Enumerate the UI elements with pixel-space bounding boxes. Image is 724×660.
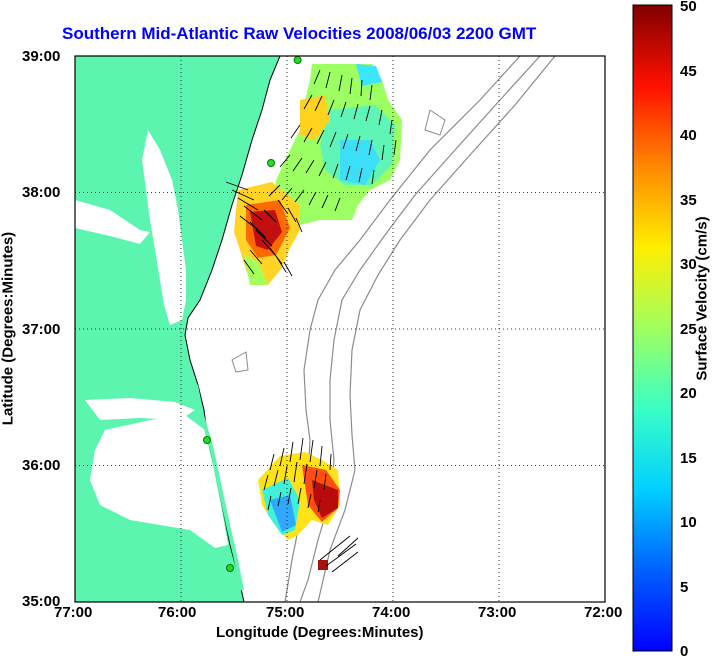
bathymetry-contour-4 bbox=[424, 109, 446, 136]
bathymetry-contour-3 bbox=[317, 56, 556, 602]
colorbar-tick-label: 50 bbox=[680, 0, 697, 15]
y-tick-label: 38:00 bbox=[22, 184, 61, 201]
y-tick-label: 39:00 bbox=[22, 48, 61, 65]
x-tick-label: 77:00 bbox=[54, 604, 93, 621]
barrier-island bbox=[194, 384, 244, 591]
chesapeake-bay bbox=[142, 130, 186, 325]
velocity-region-virginia bbox=[234, 182, 300, 285]
colorbar-tick-label: 20 bbox=[680, 385, 697, 402]
x-tick-label: 73:00 bbox=[478, 604, 517, 621]
colorbar-tick-label: 0 bbox=[680, 643, 689, 660]
colorbar-tick-label: 25 bbox=[680, 321, 697, 338]
radar-sites bbox=[203, 56, 302, 572]
x-axis-label: Longitude (Degrees:Minutes) bbox=[216, 624, 424, 641]
bathymetry-contour-2 bbox=[299, 56, 541, 602]
plot-frame bbox=[74, 55, 606, 603]
bathymetry-contour-5 bbox=[231, 351, 249, 373]
colorbar-tick-label: 30 bbox=[680, 256, 697, 273]
velocity-arrows bbox=[225, 69, 397, 573]
y-tick-label: 37:00 bbox=[22, 321, 61, 338]
map-title: Southern Mid-Atlantic Raw Velocities 200… bbox=[62, 24, 537, 43]
colorbar-tick-label: 45 bbox=[680, 63, 697, 80]
colorbar-tick-label: 10 bbox=[680, 514, 697, 531]
x-tick-label: 76:00 bbox=[158, 604, 197, 621]
colorbar-tick-label: 35 bbox=[680, 192, 697, 209]
colorbar-tick-label: 15 bbox=[680, 450, 697, 467]
colorbar-label: Surface Velocity (cm/s) bbox=[693, 216, 711, 381]
colorbar-tick-label: 5 bbox=[680, 579, 689, 596]
x-tick-label: 72:00 bbox=[584, 604, 623, 621]
bay-inlet bbox=[75, 200, 150, 244]
grid-lines bbox=[75, 56, 605, 602]
y-tick-label: 35:00 bbox=[22, 593, 61, 610]
colorbar bbox=[632, 4, 673, 652]
colorbar-tick-label: 40 bbox=[680, 127, 697, 144]
x-tick-label: 75:00 bbox=[266, 604, 305, 621]
pamlico-sound bbox=[90, 415, 228, 548]
x-tick-label: 74:00 bbox=[372, 604, 411, 621]
albemarle-sound bbox=[85, 398, 195, 420]
y-tick-label: 36:00 bbox=[22, 457, 61, 474]
y-axis-label: Latitude (Degrees:Minutes) bbox=[0, 231, 17, 426]
